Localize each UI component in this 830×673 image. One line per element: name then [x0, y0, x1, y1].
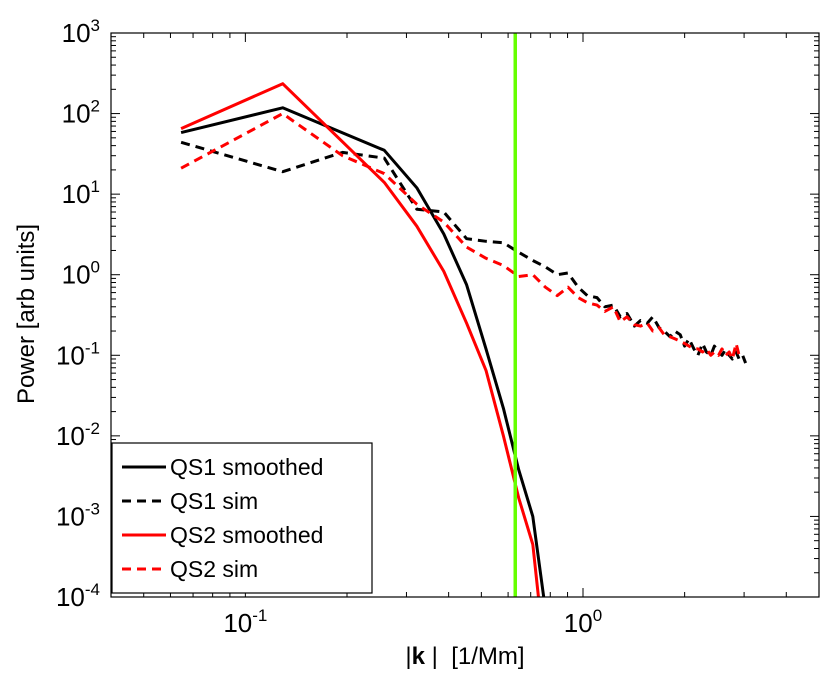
series-line-qs2-smoothed: [180, 82, 540, 597]
legend: QS1 smoothed QS1 sim QS2 smoothed QS2 sim: [111, 442, 373, 594]
y-tick-labels: 10-4 10-3 10-2 10-1 100 101 102 103: [56, 16, 100, 612]
legend-label: QS2 smoothed: [170, 522, 323, 548]
legend-label: QS2 sim: [170, 556, 258, 582]
series-line-qs2-sim: [180, 112, 741, 361]
y-tick-label: 10-3: [56, 499, 100, 531]
y-tick-label: 102: [62, 97, 100, 129]
series-line-qs1-smoothed: [180, 106, 546, 597]
x-tick-label: 10-1: [223, 606, 267, 638]
legend-label: QS1 smoothed: [170, 454, 323, 480]
y-tick-label: 101: [62, 177, 100, 209]
plot-frame: [110, 32, 820, 598]
x-tick-label: 100: [564, 606, 602, 638]
legend-label: QS1 sim: [170, 488, 258, 514]
x-axis-label: |k | [1/Mm]: [405, 643, 524, 670]
y-tick-label: 10-2: [56, 419, 100, 451]
y-tick-label: 10-4: [56, 580, 100, 612]
x-tick-labels: 10-1 100: [223, 606, 602, 638]
y-tick-label: 103: [62, 16, 100, 48]
axis-ticks: [110, 32, 820, 598]
y-tick-label: 100: [62, 258, 100, 290]
data-series: [180, 33, 747, 597]
y-axis-label: Power [arb units]: [13, 224, 40, 404]
y-tick-label: 10-1: [56, 338, 100, 370]
